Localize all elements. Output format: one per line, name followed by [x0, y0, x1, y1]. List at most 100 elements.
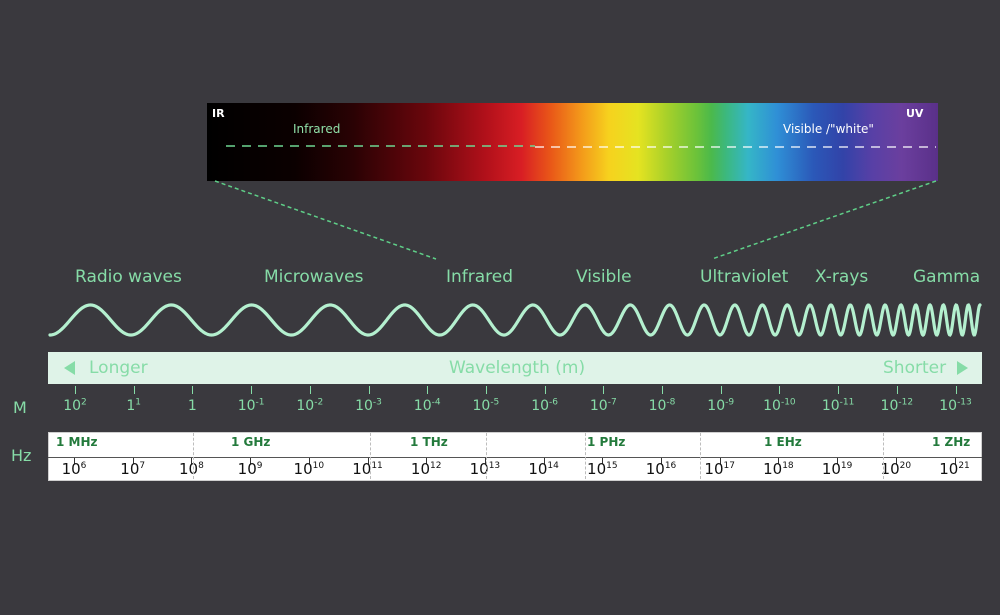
metre-tick-base: 10 [763, 398, 781, 414]
frequency-unit-label: 1 PHz [587, 435, 626, 449]
frequency-table [48, 432, 982, 481]
metre-tick-exponent: -13 [957, 397, 972, 408]
frequency-unit-label: 1 ZHz [932, 435, 971, 449]
metre-tick [309, 386, 311, 394]
metre-tick-label: 10-3 [355, 398, 382, 414]
band-radio-waves: Radio waves [75, 267, 182, 287]
frequency-unit-label: 1 MHz [56, 435, 98, 449]
frequency-tick-label: 1018 [763, 461, 794, 478]
metre-tick [662, 386, 663, 394]
metre-tick-base: 10 [880, 398, 899, 414]
metre-tick-label: 10-2 [296, 398, 323, 414]
frequency-tick-base: 10 [704, 460, 724, 478]
frequency-tick-base: 10 [645, 460, 665, 478]
metre-tick-label: 10-11 [822, 398, 855, 414]
metre-tick-exponent: -3 [372, 397, 382, 408]
metre-tick-label: 10-8 [649, 398, 676, 414]
frequency-tick-base: 10 [410, 460, 431, 478]
frequency-tick-label: 1020 [881, 461, 912, 478]
metre-tick-exponent: -5 [490, 397, 500, 408]
metre-tick-base: 10 [355, 398, 373, 414]
band-x-rays: X-rays [815, 267, 869, 287]
frequency-tick-label: 108 [179, 461, 204, 478]
metre-tick-base: 1 [126, 398, 136, 414]
spectrum-visible-label: Visible /"white" [783, 122, 874, 136]
frequency-unit-label: 1 THz [410, 435, 448, 449]
frequency-tick-base: 10 [763, 460, 783, 478]
metre-tick [720, 386, 722, 394]
frequency-separator [370, 433, 371, 479]
spectrum-infrared-label: Infrared [293, 122, 341, 136]
frequency-tick [191, 458, 193, 464]
frequency-tick [426, 458, 428, 464]
frequency-tick-label: 1015 [587, 461, 618, 478]
visible-spectrum-bar [207, 103, 938, 181]
metre-tick-exponent: -9 [725, 397, 735, 408]
metre-tick-exponent: 2 [81, 397, 87, 408]
frequency-tick-base: 10 [120, 460, 140, 478]
band-infrared: Infrared [446, 267, 514, 287]
frequency-separator [700, 433, 701, 479]
metre-tick-base: 10 [472, 398, 491, 414]
frequency-tick-label: 1016 [646, 461, 677, 478]
wavelength-longer-label: Longer [89, 358, 148, 378]
metre-tick-exponent: -12 [898, 397, 914, 408]
frequency-tick-label: 109 [238, 461, 263, 478]
metre-tick-label: 10-12 [881, 398, 914, 414]
arrow-left-icon [64, 361, 75, 375]
frequency-separator [486, 433, 487, 479]
metre-tick-exponent: -4 [431, 397, 441, 408]
frequency-tick-exponent: 13 [488, 461, 501, 471]
metre-tick [544, 386, 546, 394]
metre-tick-base: 10 [237, 398, 256, 414]
frequency-tick-label: 1012 [411, 461, 442, 478]
metre-tick [75, 386, 76, 394]
frequency-tick [132, 458, 134, 464]
metre-tick-label: 10-6 [531, 398, 558, 414]
metre-tick-label: 11 [126, 398, 141, 414]
frequency-separator [883, 433, 884, 479]
metre-tick-exponent: -7 [607, 397, 617, 408]
frequency-tick-base: 10 [587, 460, 607, 478]
frequency-tick-label: 1011 [352, 461, 383, 478]
frequency-tick-exponent: 19 [840, 461, 853, 471]
frequency-tick-exponent: 8 [198, 461, 204, 471]
frequency-tick [602, 458, 604, 464]
metre-tick-exponent: -2 [314, 397, 324, 408]
frequency-tick-exponent: 18 [782, 461, 794, 471]
frequency-tick-exponent: 12 [430, 461, 442, 471]
arrow-right-icon [957, 361, 968, 375]
metre-tick [896, 386, 898, 394]
wavelength-bar [48, 352, 982, 384]
frequency-tick [250, 458, 252, 464]
frequency-tick-exponent: 15 [606, 461, 618, 471]
metre-tick-exponent: 1 [135, 397, 142, 408]
metre-tick-label: 10-10 [763, 398, 796, 414]
band-ultraviolet: Ultraviolet [700, 267, 789, 287]
frequency-separator [585, 433, 586, 479]
metre-tick [427, 386, 429, 394]
band-visible: Visible [576, 267, 632, 287]
metre-tick-base: 10 [413, 398, 432, 414]
frequency-tick-exponent: 11 [371, 461, 383, 471]
metre-tick-exponent: -1 [255, 397, 265, 408]
metre-tick-label: 10-7 [590, 398, 617, 414]
metre-tick [133, 386, 135, 394]
metre-tick-base: 10 [589, 398, 608, 414]
frequency-tick-base: 10 [61, 460, 81, 478]
frequency-tick [367, 458, 369, 464]
zoom-connector-left [214, 180, 437, 260]
metre-tick-base: 10 [707, 398, 726, 414]
metre-tick-base: 10 [821, 398, 840, 414]
metre-tick [251, 386, 253, 394]
metre-tick-label: 102 [63, 398, 87, 414]
spectrum-uv-label: UV [906, 107, 924, 120]
frequency-tick-base: 10 [939, 460, 959, 478]
frequency-tick-label: 1010 [294, 461, 325, 478]
metre-tick [192, 386, 194, 394]
metre-tick-exponent: -8 [666, 397, 676, 408]
frequency-tick-exponent: 17 [723, 461, 735, 471]
frequency-tick-base: 10 [237, 460, 257, 478]
frequency-tick [719, 458, 721, 464]
